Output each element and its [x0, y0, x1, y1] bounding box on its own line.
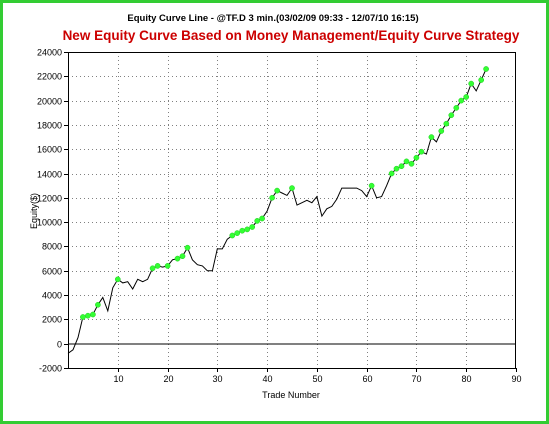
chart-title: Equity Curve Line - @TF.D 3 min.(03/02/0…: [127, 13, 418, 24]
equity-point: [269, 194, 275, 201]
equity-point: [408, 160, 415, 167]
y-tick-label: 20000: [37, 97, 62, 107]
equity-point: [149, 265, 156, 272]
equity-point: [438, 128, 445, 134]
equity-point: [90, 311, 96, 318]
x-tick-label: 60: [362, 374, 372, 384]
equity-point: [80, 314, 86, 320]
y-tick-label: 14000: [37, 170, 62, 180]
equity-point: [259, 215, 265, 222]
equity-markers: [80, 66, 489, 320]
equity-point: [289, 185, 295, 191]
y-axis-label: Equity($): [29, 193, 39, 229]
equity-point: [418, 148, 425, 155]
equity-point: [483, 66, 489, 72]
equity-point: [274, 187, 280, 194]
y-tick-label: 12000: [37, 194, 62, 204]
equity-point: [229, 232, 236, 239]
equity-point: [184, 244, 191, 251]
equity-point: [478, 77, 485, 83]
equity-point: [254, 218, 261, 224]
x-axis-ticks: 10 20 30 40 50 60 70 80 90: [113, 368, 522, 384]
equity-point: [458, 97, 465, 104]
equity-point: [398, 163, 405, 170]
y-tick-label: 8000: [42, 242, 62, 252]
plot-area: [68, 52, 516, 369]
equity-point: [443, 120, 450, 127]
equity-point: [368, 182, 375, 189]
equity-point: [413, 154, 420, 161]
equity-point: [448, 112, 455, 119]
x-tick-label: 10: [113, 374, 123, 384]
y-tick-label: 4000: [42, 291, 62, 301]
equity-point: [114, 276, 121, 283]
x-tick-label: 30: [212, 374, 222, 384]
equity-point: [388, 170, 395, 177]
equity-point: [174, 255, 181, 262]
y-tick-label: 2000: [42, 315, 62, 325]
equity-point: [234, 230, 241, 236]
equity-point: [164, 263, 171, 269]
equity-point: [468, 80, 475, 87]
y-tick-label: 22000: [37, 72, 62, 82]
y-tick-label: 18000: [37, 121, 62, 131]
y-tick-label: 16000: [37, 145, 62, 155]
y-axis-ticks: -2000 0 2000 4000 6000 8000 10000 12000 14000 160…: [37, 48, 68, 374]
x-tick-label: 80: [461, 374, 471, 384]
equity-point: [239, 227, 246, 234]
equity-point: [154, 263, 161, 269]
equity-point: [463, 94, 470, 100]
equity-point: [428, 134, 435, 140]
x-axis-label: Trade Number: [262, 390, 320, 400]
equity-point: [453, 105, 460, 111]
equity-point: [244, 226, 251, 233]
y-tick-label: 6000: [42, 267, 62, 277]
y-tick-label: -2000: [39, 364, 62, 374]
grid: [68, 52, 516, 368]
equity-point: [95, 301, 101, 308]
chart-subtitle: New Equity Curve Based on Money Manageme…: [63, 28, 520, 43]
equity-point: [179, 253, 186, 260]
x-tick-label: 40: [262, 374, 272, 384]
equity-point: [403, 158, 410, 165]
equity-point: [85, 312, 91, 319]
x-tick-label: 70: [411, 374, 421, 384]
x-tick-label: 90: [511, 374, 521, 384]
y-tick-label: 0: [57, 340, 62, 350]
y-tick-label: 10000: [37, 218, 62, 228]
x-tick-label: 50: [312, 374, 322, 384]
equity-point: [249, 224, 256, 230]
x-tick-label: 20: [163, 374, 173, 384]
equity-point: [393, 165, 400, 172]
y-tick-label: 24000: [37, 48, 62, 58]
